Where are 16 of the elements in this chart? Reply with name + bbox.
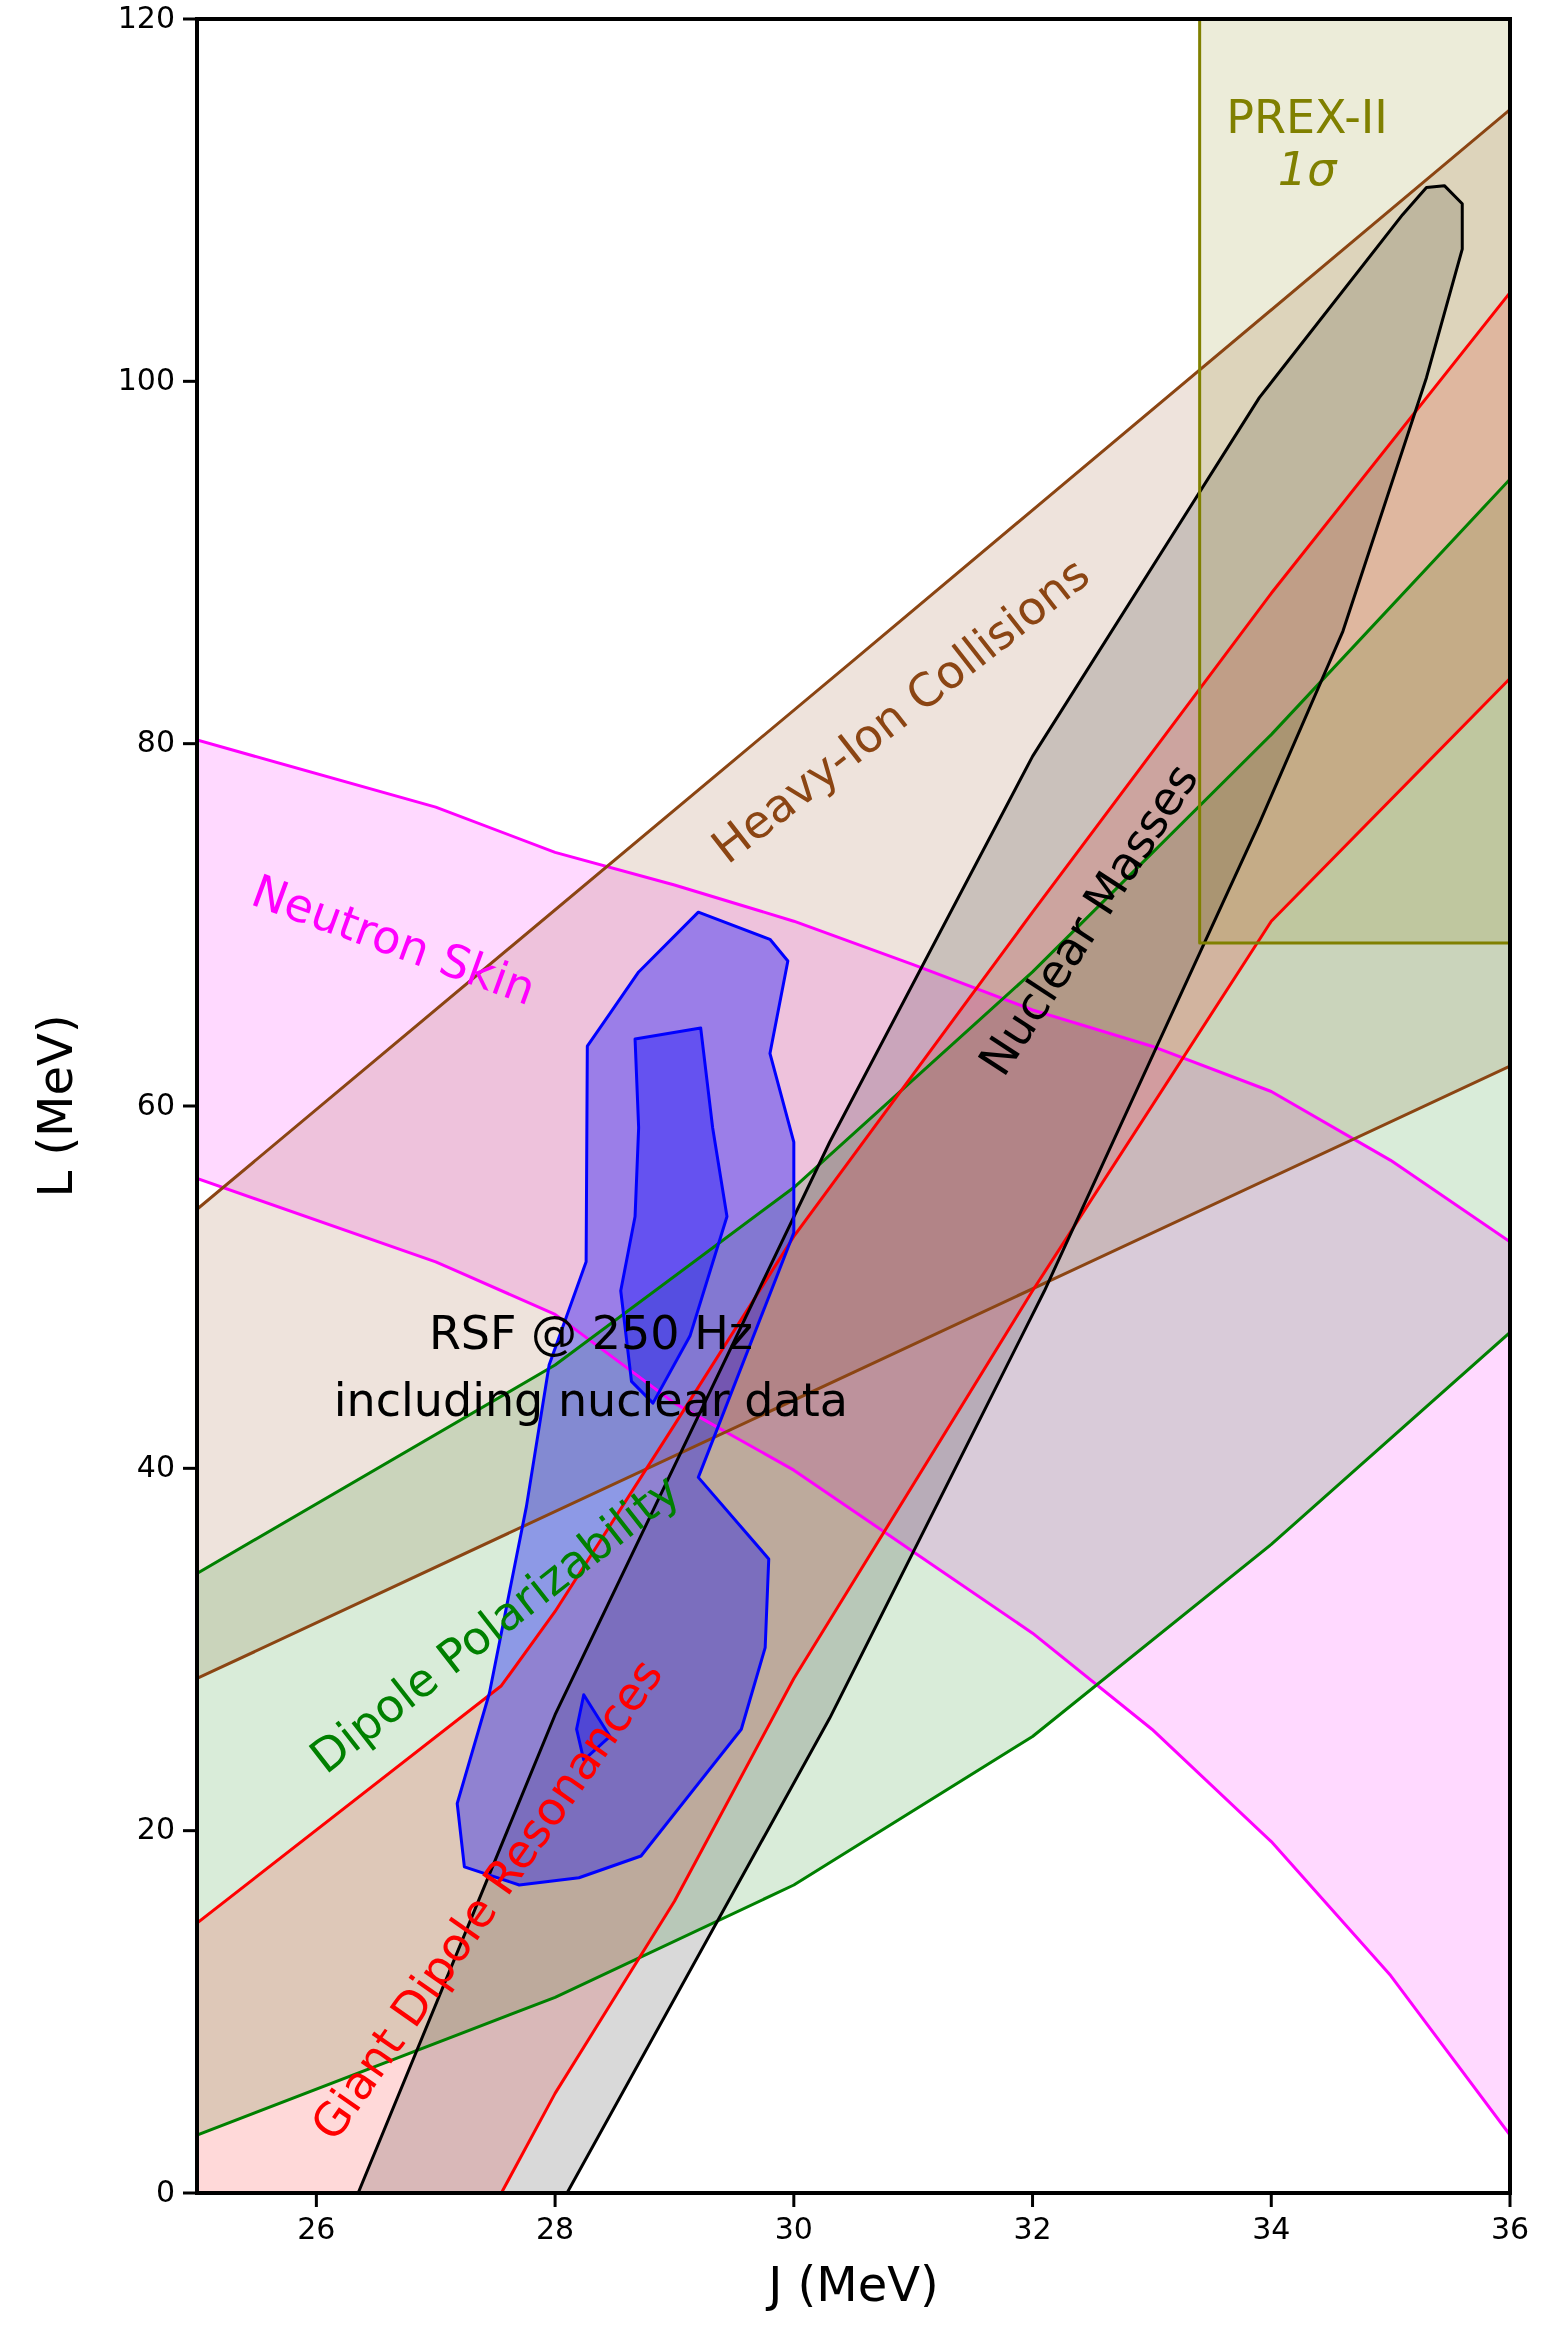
y-tick-label: 100 bbox=[117, 361, 175, 397]
y-tick-label: 80 bbox=[136, 724, 175, 760]
series-label: PREX-II 1σ bbox=[1226, 90, 1388, 197]
y-axis-title: L (MeV) bbox=[27, 1014, 83, 1198]
x-tick-label: 32 bbox=[1013, 2211, 1052, 2246]
y-tick-label: 20 bbox=[136, 1811, 175, 1847]
x-tick-label: 28 bbox=[536, 2211, 575, 2246]
x-tick-label: 36 bbox=[1490, 2211, 1530, 2246]
y-tick-label: 40 bbox=[136, 1448, 175, 1484]
x-tick-label: 30 bbox=[774, 2211, 813, 2246]
y-tick-label: 60 bbox=[136, 1086, 175, 1122]
x-tick-label: 34 bbox=[1252, 2211, 1291, 2246]
x-tick-label: 26 bbox=[297, 2211, 336, 2246]
y-tick-label: 120 bbox=[117, 0, 175, 35]
x-axis-title: J (MeV) bbox=[765, 2256, 939, 2312]
y-tick-label: 0 bbox=[155, 2173, 175, 2209]
